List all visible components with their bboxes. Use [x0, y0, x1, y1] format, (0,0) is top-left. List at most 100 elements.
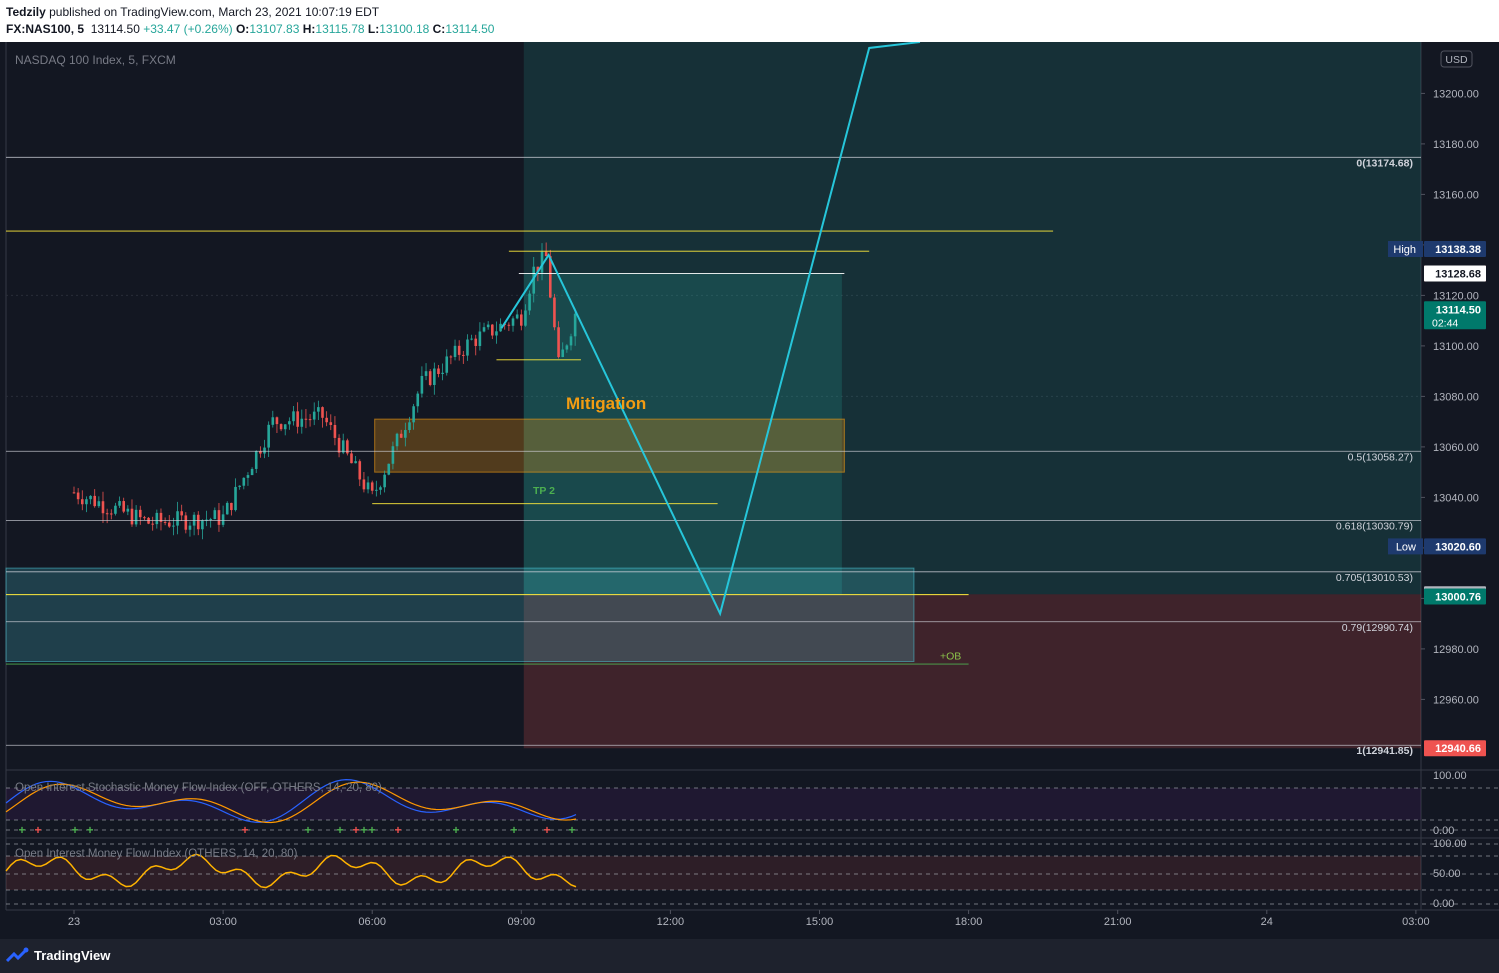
candle-body	[499, 323, 502, 332]
tradingview-logo-icon[interactable]	[6, 947, 30, 965]
signal-marker: +	[452, 823, 459, 837]
candle-body	[126, 508, 130, 512]
candle-body	[101, 501, 105, 514]
candle-body	[304, 418, 308, 420]
candle-body	[234, 486, 237, 511]
x-tick-label: 15:00	[806, 916, 834, 928]
stop-loss-zone	[523, 594, 1421, 749]
symbol-label[interactable]: FX:NAS100, 5	[6, 22, 85, 36]
last-price: 13114.50	[90, 22, 140, 36]
price-change: +33.47 (+0.26%)	[143, 22, 233, 36]
stoch-d-line	[5, 781, 577, 824]
candle-body	[159, 512, 163, 522]
candle-body	[138, 509, 142, 518]
candle-body	[163, 521, 167, 523]
candle-body	[408, 422, 411, 431]
candle-body	[495, 331, 498, 336]
signal-marker: +	[18, 823, 25, 837]
price-tag-value: 13114.50	[1436, 304, 1481, 316]
price-chart[interactable]: 0(13174.68) 0.5(13058.27) 0.618(13030.79) 0…	[0, 41, 1499, 939]
fib-level-label: 0.705(13010.53)	[1336, 572, 1413, 584]
candle-body	[230, 502, 233, 511]
price-tag-name: Low	[1396, 541, 1416, 553]
candle-body	[507, 324, 511, 326]
price-tag-value: 13020.60	[1435, 541, 1481, 553]
author[interactable]: Tedzily	[6, 5, 46, 19]
mfi-band	[6, 856, 1421, 890]
candle-body	[486, 324, 490, 328]
candle-body	[540, 251, 544, 273]
candle-body	[130, 508, 134, 525]
candle-body	[532, 266, 536, 294]
signal-marker: +	[568, 823, 575, 837]
candle-body	[192, 514, 196, 526]
candle-body	[308, 419, 312, 421]
price-tag-name-bg	[1388, 240, 1423, 257]
signal-marker: +	[304, 823, 311, 837]
candle-body	[482, 327, 486, 332]
x-tick-label: 12:00	[657, 916, 685, 928]
fib-level-label: 0(13174.68)	[1356, 157, 1413, 169]
open-value: 13107.83	[249, 22, 300, 36]
candle-body	[296, 411, 299, 427]
candle-body	[437, 368, 440, 374]
signal-marker: +	[510, 823, 517, 837]
candle-body	[528, 293, 531, 311]
price-tag-countdown: 02:44	[1432, 317, 1458, 329]
candle-body	[420, 375, 424, 394]
candle-body	[271, 417, 275, 425]
candle-body	[205, 519, 208, 521]
candle-body	[122, 501, 125, 512]
y-tick-label: 13200.00	[1433, 88, 1479, 100]
tp2-label: TP 2	[533, 485, 555, 497]
long-target-zone	[523, 42, 1421, 595]
price-tag-name-bg	[1388, 538, 1423, 555]
price-tag-value: 13128.68	[1435, 268, 1481, 280]
candle-body	[573, 313, 577, 337]
candle-body	[267, 424, 270, 448]
candle-body	[457, 345, 461, 355]
y-tick-label: 13080.00	[1433, 391, 1479, 403]
candle-body	[221, 514, 225, 525]
x-tick-label: 24	[1261, 916, 1273, 928]
fib-level-label: 0.618(13030.79)	[1336, 521, 1413, 533]
candle-body	[362, 479, 366, 490]
candle-body	[379, 487, 382, 490]
close-value: 13114.50	[445, 22, 495, 36]
candle-body	[354, 461, 357, 464]
publish-date: published on TradingView.com, March 23, …	[45, 5, 380, 19]
candle-body	[520, 314, 523, 326]
brand-name[interactable]: TradingView	[34, 948, 111, 963]
signal-marker: +	[352, 823, 359, 837]
x-tick-label: 23	[68, 916, 80, 928]
candle-body	[288, 421, 291, 425]
candle-body	[391, 446, 395, 464]
signal-marker: +	[336, 823, 343, 837]
candle-body	[213, 510, 217, 520]
candle-body	[399, 433, 403, 438]
candle-body	[292, 411, 295, 422]
currency-label: USD	[1445, 54, 1468, 66]
indicator-tick-label: 0.00	[1433, 898, 1454, 910]
candle-body	[155, 512, 159, 525]
candle-body	[536, 266, 540, 273]
candle-body	[478, 331, 482, 346]
publish-header: Tedzily published on TradingView.com, Ma…	[0, 0, 1499, 42]
price-tag-value: 13138.38	[1435, 244, 1481, 256]
y-tick-label: 13060.00	[1433, 442, 1479, 454]
candle-body	[474, 338, 478, 346]
candle-body	[80, 499, 84, 505]
candle-body	[553, 297, 556, 328]
close-label: C:	[432, 22, 446, 36]
x-tick-label: 03:00	[1402, 916, 1430, 928]
price-tag-value: 13000.76	[1435, 591, 1481, 603]
candle-body	[557, 327, 560, 358]
y-tick-label: 13120.00	[1433, 290, 1479, 302]
candle-body	[561, 349, 565, 358]
candle-body	[300, 418, 304, 427]
candle-body	[462, 354, 465, 356]
candle-body	[134, 509, 138, 525]
candle-body	[317, 407, 320, 412]
x-tick-label: 21:00	[1104, 916, 1132, 928]
candle-body	[453, 345, 457, 358]
